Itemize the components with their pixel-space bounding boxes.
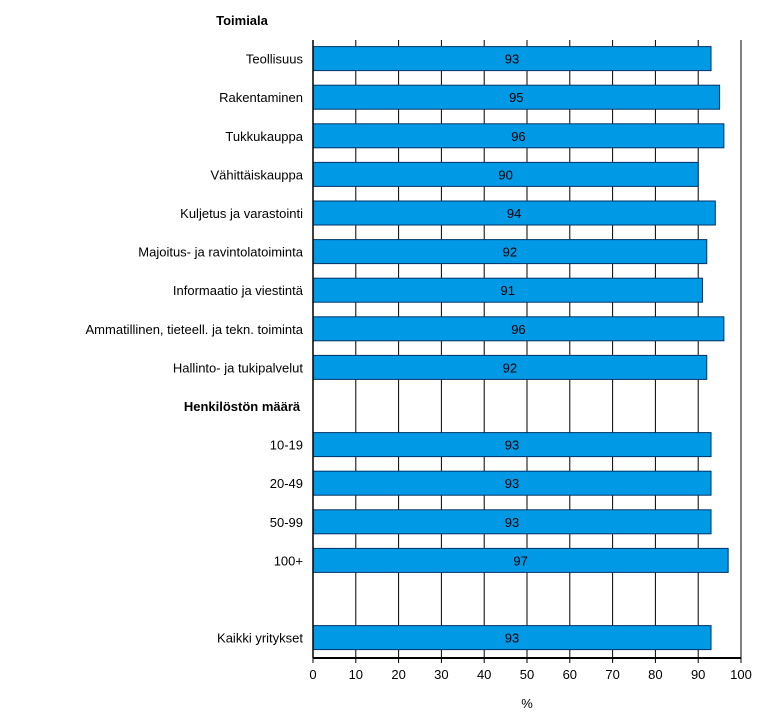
- data-label: 96: [511, 322, 525, 337]
- x-axis-label: %: [521, 696, 533, 711]
- data-label: 93: [505, 52, 519, 67]
- data-label: 93: [505, 476, 519, 491]
- category-label: Teollisuus: [246, 52, 304, 67]
- bar: [312, 432, 712, 458]
- data-label: 95: [509, 90, 523, 105]
- x-tick-label: 100: [730, 667, 752, 682]
- category-label: Tukkukauppa: [225, 129, 303, 144]
- data-label: 93: [505, 515, 519, 530]
- bar: [312, 547, 729, 573]
- category-label: Kaikki yritykset: [217, 631, 303, 646]
- category-label: Majoitus- ja ravintolatoiminta: [138, 245, 304, 260]
- group-header: Henkilöstön määrä: [184, 399, 301, 414]
- category-label: 50-99: [270, 515, 303, 530]
- x-tick-label: 30: [434, 667, 448, 682]
- x-tick-label: 60: [563, 667, 577, 682]
- category-label: Hallinto- ja tukipalvelut: [173, 360, 303, 375]
- data-label: 94: [507, 206, 521, 221]
- data-label: 92: [503, 360, 517, 375]
- bar: [312, 84, 721, 110]
- data-label: 91: [501, 283, 515, 298]
- bar: [312, 46, 712, 72]
- category-label: Vähittäiskauppa: [210, 167, 303, 182]
- bar: [312, 200, 716, 226]
- data-label: 92: [503, 245, 517, 260]
- bar: [312, 354, 708, 380]
- category-label: Kuljetus ja varastointi: [180, 206, 303, 221]
- category-label: 10-19: [270, 438, 303, 453]
- group-header: Toimiala: [216, 13, 269, 28]
- x-tick-label: 80: [648, 667, 662, 682]
- x-tick-label: 40: [477, 667, 491, 682]
- category-label: Informaatio ja viestintä: [173, 283, 304, 298]
- bar: [312, 161, 699, 187]
- bar: [312, 509, 712, 535]
- x-tick-label: 50: [520, 667, 534, 682]
- x-tick-label: 70: [605, 667, 619, 682]
- x-tick-label: 20: [391, 667, 405, 682]
- category-label: Ammatillinen, tieteell. ja tekn. toimint…: [86, 322, 304, 337]
- category-label: 100+: [274, 553, 303, 568]
- x-tick-label: 10: [349, 667, 363, 682]
- category-label: 20-49: [270, 476, 303, 491]
- category-label: Rakentaminen: [219, 90, 303, 105]
- x-tick-label: 0: [309, 667, 316, 682]
- bar: [312, 277, 703, 303]
- data-label: 96: [511, 129, 525, 144]
- data-label: 93: [505, 631, 519, 646]
- x-tick-label: 90: [691, 667, 705, 682]
- data-label: 97: [513, 553, 527, 568]
- data-label: 90: [498, 167, 512, 182]
- bar: [312, 625, 712, 651]
- data-label: 93: [505, 438, 519, 453]
- bar: [312, 239, 708, 265]
